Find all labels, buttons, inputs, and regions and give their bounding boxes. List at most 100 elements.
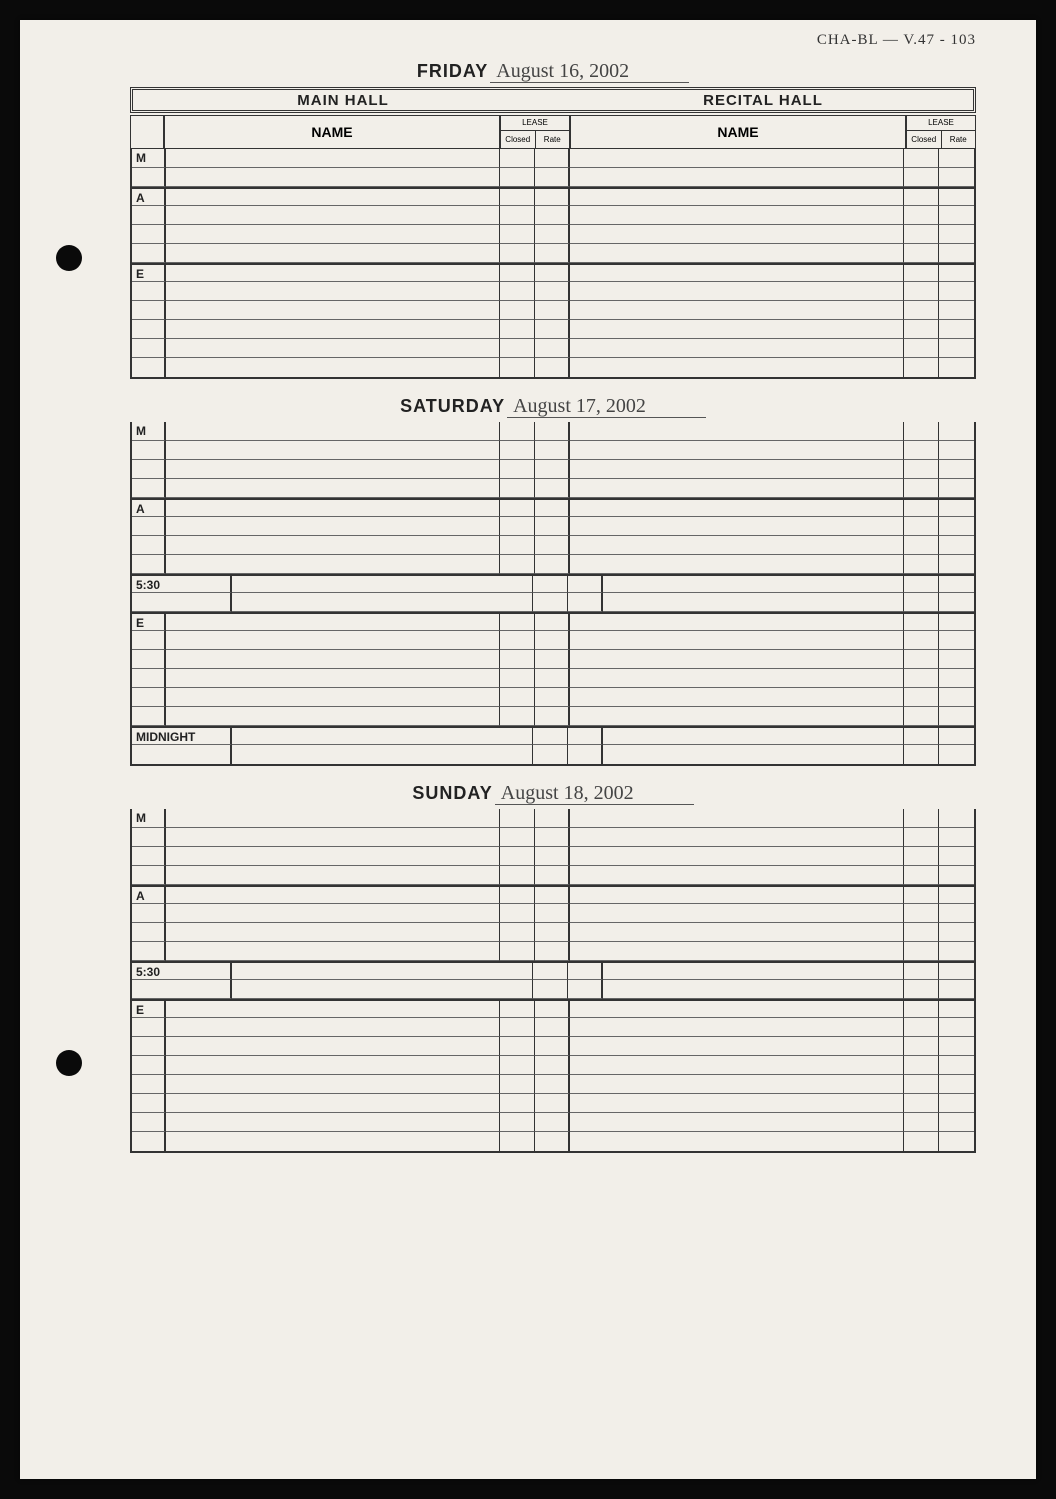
recital-hall-rate-cell [939, 980, 974, 999]
schedule-row [132, 650, 974, 669]
main-hall-closed-cell [500, 1056, 535, 1075]
schedule-row: E [132, 612, 974, 631]
recital-hall-closed-cell [904, 688, 939, 707]
schedule-row [132, 980, 974, 999]
recital-hall-closed-cell [904, 1018, 939, 1037]
schedule-row: MIDNIGHT [132, 726, 974, 745]
time-slot-label [132, 358, 166, 377]
recital-hall-closed-cell [904, 593, 939, 612]
time-slot-label [132, 282, 166, 301]
recital-hall-name-cell [570, 301, 904, 320]
recital-hall-name-cell [570, 942, 904, 961]
time-slot-label [132, 980, 232, 999]
main-hall-name-cell [166, 536, 500, 555]
recital-hall-closed-cell [904, 631, 939, 650]
recital-hall-name-cell [570, 809, 904, 828]
schedule-row [132, 460, 974, 479]
schedule-grid: MAE [130, 149, 976, 379]
recital-hall-name-cell [570, 1018, 904, 1037]
time-slot-label [132, 555, 166, 574]
time-slot-label: 5:30 [132, 963, 232, 980]
recital-hall-rate-cell [939, 963, 974, 980]
schedule-row [132, 555, 974, 574]
recital-hall-closed-cell [904, 206, 939, 225]
schedule-row [132, 206, 974, 225]
recital-hall-closed-cell [904, 614, 939, 631]
main-hall-rate-cell [535, 301, 570, 320]
main-hall-rate-cell [568, 576, 603, 593]
main-hall-rate-cell [568, 745, 603, 764]
main-hall-closed-cell [533, 576, 568, 593]
time-slot-label [132, 517, 166, 536]
main-hall-closed-cell [500, 1132, 535, 1151]
main-hall-name-cell [166, 282, 500, 301]
time-slot-label [132, 1075, 166, 1094]
main-hall-name-cell [166, 479, 500, 498]
recital-hall-closed-cell [904, 460, 939, 479]
recital-hall-closed-cell [904, 441, 939, 460]
schedule-row [132, 1018, 974, 1037]
time-slot-label [132, 1094, 166, 1113]
time-slot-label [132, 923, 166, 942]
main-hall-name-cell [166, 650, 500, 669]
recital-hall-rate-cell [939, 631, 974, 650]
main-hall-name-cell [166, 707, 500, 726]
time-slot-label [132, 301, 166, 320]
main-hall-name-cell [166, 809, 500, 828]
main-hall-rate-cell [535, 1075, 570, 1094]
time-slot-label: E [132, 614, 166, 631]
recital-hall-rate-cell [939, 358, 974, 377]
schedule-row [132, 866, 974, 885]
time-slot-label: A [132, 500, 166, 517]
recital-hall-closed-cell [904, 650, 939, 669]
schedule-row [132, 320, 974, 339]
main-hall-name-cell [166, 422, 500, 441]
schedule-row: E [132, 263, 974, 282]
recital-hall-name-cell [570, 422, 904, 441]
time-slot-label [132, 650, 166, 669]
main-hall-closed-cell [500, 206, 535, 225]
time-slot-label [132, 631, 166, 650]
recital-hall-name-cell [603, 576, 904, 593]
time-slot-label [132, 707, 166, 726]
recital-hall-name-cell [603, 963, 904, 980]
recital-hall-rate-cell [939, 614, 974, 631]
recital-hall-rate-cell [939, 866, 974, 885]
recital-hall-closed-cell [904, 1056, 939, 1075]
schedule-row: 5:30 [132, 961, 974, 980]
recital-hall-closed-cell [904, 320, 939, 339]
time-slot-label [132, 168, 166, 187]
main-hall-closed-cell [500, 688, 535, 707]
main-hall-rate-cell [568, 963, 603, 980]
main-hall-name-cell [232, 576, 533, 593]
main-hall-closed-cell [500, 168, 535, 187]
recital-hall-closed-cell [904, 1113, 939, 1132]
recital-hall-name-cell [570, 1113, 904, 1132]
recital-hall-name-cell [570, 904, 904, 923]
main-hall-closed-cell [500, 339, 535, 358]
main-hall-rate-cell [535, 1132, 570, 1151]
recital-hall-closed-cell [904, 847, 939, 866]
time-slot-label [132, 339, 166, 358]
recital-hall-name-cell [570, 441, 904, 460]
main-hall-closed-cell [500, 923, 535, 942]
schedule-row: E [132, 999, 974, 1018]
recital-hall-name-cell [570, 669, 904, 688]
recital-hall-rate-cell [939, 320, 974, 339]
schedule-page: CHA-BL — V.47 - 103 FRIDAYAugust 16, 200… [20, 20, 1036, 1479]
main-hall-rate-cell [535, 441, 570, 460]
recital-hall-rate-cell [939, 904, 974, 923]
recital-hall-name-cell [570, 536, 904, 555]
schedule-row [132, 1094, 974, 1113]
archival-code: CHA-BL — V.47 - 103 [817, 32, 976, 49]
hole-punch [56, 245, 82, 271]
main-hall-rate-cell [535, 1018, 570, 1037]
main-hall-name-cell [166, 923, 500, 942]
recital-hall-closed-cell [904, 189, 939, 206]
recital-hall-rate-cell [939, 536, 974, 555]
recital-hall-name-cell [570, 1037, 904, 1056]
main-hall-rate-cell [535, 614, 570, 631]
recital-hall-rate-cell [939, 422, 974, 441]
main-hall-rate-cell [535, 707, 570, 726]
main-hall-name-cell [166, 631, 500, 650]
